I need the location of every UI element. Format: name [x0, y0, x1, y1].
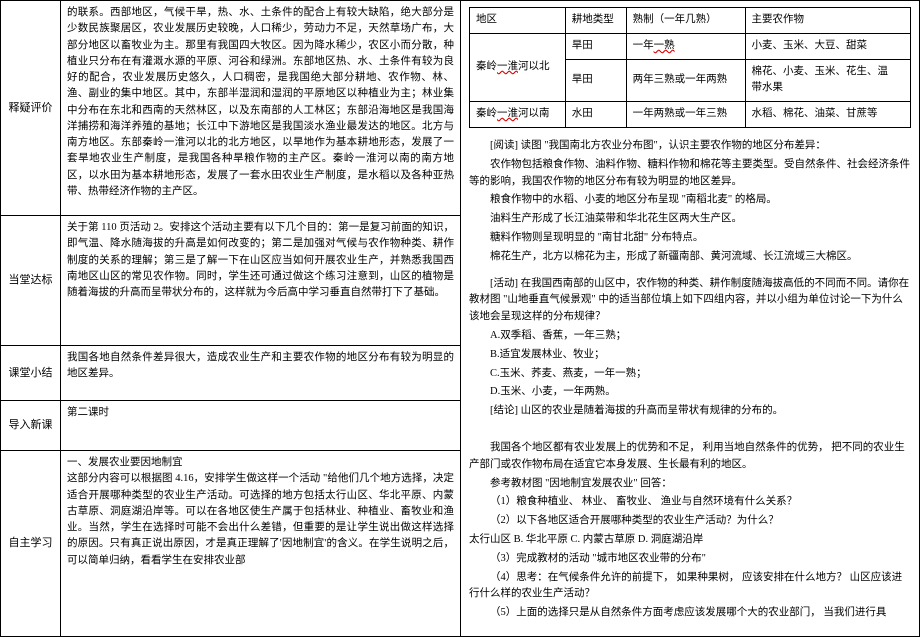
td-ripe: 一年两熟或一年三熟: [626, 102, 745, 128]
reading-intro: [阅读] 读图 "我国南北方农业分布图"，认识主要农作物的地区分布差异：: [469, 138, 911, 155]
right-column: 地区 耕地类型 熟制（一年几熟） 主要农作物 秦岭一淮河以北 旱田 一年一熟 小…: [460, 0, 920, 637]
td-land: 旱田: [565, 33, 626, 59]
crop-table: 地区 耕地类型 熟制（一年几熟） 主要农作物 秦岭一淮河以北 旱田 一年一熟 小…: [469, 7, 911, 128]
section-text: 我国各个地区都有农业发展上的优势和不足， 利用当地自然条件的优势， 把不同的农业…: [469, 440, 911, 474]
question: （2）以下各地区适合开展哪种类型的农业生产活动？为什么？: [469, 513, 911, 530]
th-ripe: 熟制（一年几熟）: [626, 8, 745, 34]
right-inner: 地区 耕地类型 熟制（一年几熟） 主要农作物 秦岭一淮河以北 旱田 一年一熟 小…: [461, 1, 919, 630]
row-label: 课堂小结: [1, 346, 60, 401]
td-ripe: 一年一熟: [626, 33, 745, 59]
wavy-text: 一淮: [497, 61, 518, 72]
row-content: 关于第 110 页活动 2。安排这个活动主要有以下几个目的：第一是复习前面的知识…: [61, 216, 460, 346]
row-content: 一、发展农业要因地制宜 这部分内容可以根据图 4.16，安排学生做这样一个活动 …: [61, 451, 460, 636]
row-content: 我国各地自然条件差异很大，造成农业生产和主要农作物的地区分布有较为明显的地区差异…: [61, 346, 460, 401]
wavy-text: 一淮: [497, 108, 518, 119]
left-grid: 释疑评价 当堂达标 课堂小结 导入新课 自主学习 的联系。西部地区，气候干旱，热…: [1, 1, 460, 636]
page-container: 释疑评价 当堂达标 课堂小结 导入新课 自主学习 的联系。西部地区，气候干旱，热…: [0, 0, 920, 637]
td-land: 旱田: [565, 59, 626, 102]
conclusion-text: [结论] 山区的农业是随着海拔的升高而呈带状有规律的分布的。: [469, 403, 911, 420]
activity-intro: [活动] 在我国西南部的山区中，农作物的种类、耕作制度随海拔高低的不同而不同。请…: [469, 276, 911, 326]
content-column: 的联系。西部地区，气候干旱，热、水、土条件的配合上有较大缺陷，绝大部分是少数民族…: [61, 1, 460, 636]
table-header-row: 地区 耕地类型 熟制（一年几熟） 主要农作物: [470, 8, 911, 34]
row-content: 第二课时: [61, 401, 460, 451]
spacer: [469, 422, 911, 440]
th-land: 耕地类型: [565, 8, 626, 34]
option-line: 太行山区 B. 华北平原 C. 内蒙古草原 D. 洞庭湖沿岸: [469, 532, 911, 549]
reading-text: 农作物包括粮食作物、油料作物、糖料作物和棉花等主要类型。受自然条件、社会经济条件…: [469, 157, 911, 191]
option-d: D.玉米、小麦，一年两熟。: [469, 384, 911, 401]
reading-text: 糖料作物则呈现明显的 "南甘北甜" 分布特点。: [469, 230, 911, 247]
option-a: A.双季稻、香蕉，一年三熟；: [469, 328, 911, 345]
option-b: B.适宜发展林业、牧业；: [469, 347, 911, 364]
question: （3）完成教材的活动 "城市地区农业带的分布": [469, 551, 911, 568]
row-label: 释疑评价: [1, 1, 60, 216]
question: （1）粮食种植业、 林业、 畜牧业、 渔业与自然环境有什么关系？: [469, 494, 911, 511]
td-region: 秦岭一淮河以北: [470, 33, 566, 101]
label-column: 释疑评价 当堂达标 课堂小结 导入新课 自主学习: [1, 1, 61, 636]
td-ripe: 两年三熟或一年两熟: [626, 59, 745, 102]
td-crops: 棉花、小麦、玉米、花生、温 带水果: [745, 59, 910, 102]
td-crops: 水稻、棉花、油菜、甘蔗等: [745, 102, 910, 128]
question: （4）思考：在气候条件允许的前提下， 如果种果树， 应该安排在什么地方？ 山区应…: [469, 570, 911, 604]
td-crops: 小麦、玉米、大豆、甜菜: [745, 33, 910, 59]
option-c: C.玉米、荞麦、燕麦，一年一熟；: [469, 366, 911, 383]
wavy-text: 一熟: [654, 40, 675, 51]
section-text: 参考教材图 "因地制宜发展农业" 回答：: [469, 476, 911, 493]
row-content: 的联系。西部地区，气候干旱，热、水、土条件的配合上有较大缺陷，绝大部分是少数民族…: [61, 1, 460, 216]
reading-text: 粮食作物中的水稻、小麦的地区分布呈现 "南稻北麦" 的格局。: [469, 192, 911, 209]
td-land: 水田: [565, 102, 626, 128]
row-label: 当堂达标: [1, 216, 60, 346]
question: （5）上面的选择只是从自然条件方面考虑应该发展哪个大的农业部门， 当我们进行具: [469, 605, 911, 622]
row-label: 导入新课: [1, 401, 60, 451]
reading-text: 油料生产形成了长江油菜带和华北花生区两大生产区。: [469, 211, 911, 228]
row-label: 自主学习: [1, 451, 60, 636]
spacer: [469, 268, 911, 276]
table-row: 秦岭一淮河以南 水田 一年两熟或一年三熟 水稻、棉花、油菜、甘蔗等: [470, 102, 911, 128]
td-region: 秦岭一淮河以南: [470, 102, 566, 128]
left-column: 释疑评价 当堂达标 课堂小结 导入新课 自主学习 的联系。西部地区，气候干旱，热…: [0, 0, 460, 637]
reading-text: 棉花生产，北方以棉花为主，形成了新疆南部、黄河流域、长江流域三大棉区。: [469, 249, 911, 266]
th-crops: 主要农作物: [745, 8, 910, 34]
table-row: 秦岭一淮河以北 旱田 一年一熟 小麦、玉米、大豆、甜菜: [470, 33, 911, 59]
th-region: 地区: [470, 8, 566, 34]
